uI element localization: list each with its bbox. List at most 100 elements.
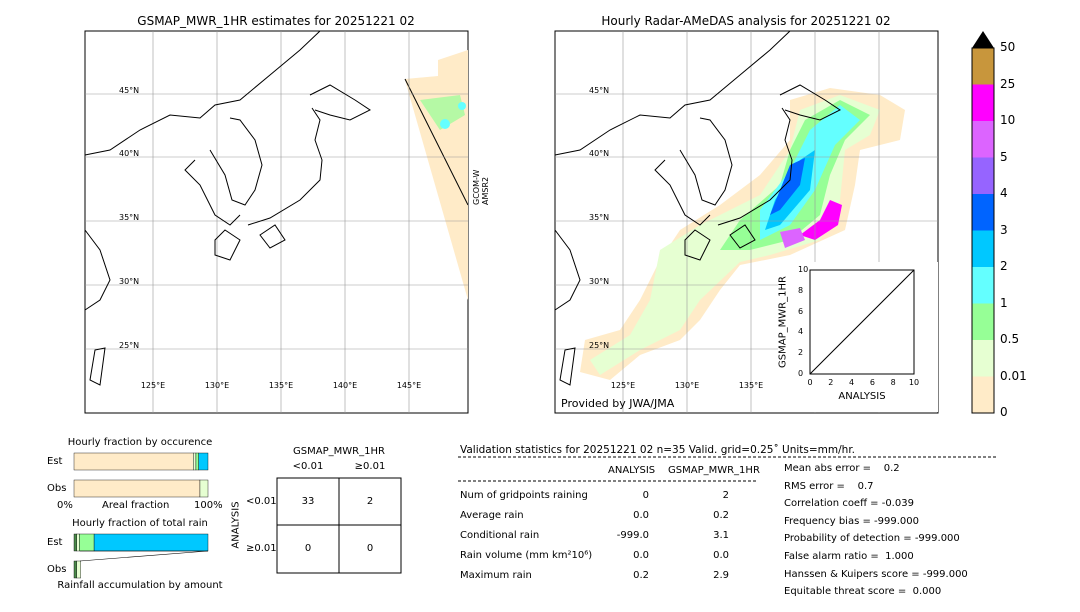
stats-row-gsmap: 0.0 (713, 550, 729, 561)
contingency-row-header: <0.01 (246, 496, 277, 507)
contingency-title: GSMAP_MWR_1HR (293, 446, 385, 457)
lat-label: 45°N (589, 86, 610, 95)
stats-row-label: Average rain (460, 510, 524, 521)
score-line: Mean abs error = 0.2 (784, 463, 900, 474)
colorbar-label: 4 (1000, 186, 1008, 200)
one-to-one-line (809, 269, 915, 375)
colorbar-label: 50 (1000, 40, 1016, 54)
colorbar-label: 0.5 (1000, 332, 1020, 346)
inset-xtick: 6 (869, 378, 875, 387)
colorbar-label: 25 (1000, 76, 1016, 91)
colorbar-label: 3 (1000, 222, 1008, 237)
occurrence-est-label: Est (47, 456, 63, 467)
contingency-col-header: <0.01 (292, 461, 324, 472)
fraction-segment (93, 533, 209, 552)
stats-row-label: Maximum rain (460, 570, 532, 581)
occurrence-xmax: 100% (194, 500, 223, 511)
credit-text: Provided by JWA/JMA (561, 397, 675, 410)
fraction-segment (73, 533, 77, 552)
colorbar (971, 31, 995, 414)
fraction-segment (76, 533, 80, 552)
fraction-bars (73, 452, 209, 579)
total-rain-xlabel: Rainfall accumulation by amount (57, 580, 223, 591)
lon-label: 130°E (204, 381, 230, 390)
score-line: Correlation coeff = -0.039 (784, 498, 914, 510)
colorbar-segment (972, 157, 994, 194)
fraction-segment (195, 452, 199, 471)
score-line: Probability of detection = -999.000 (784, 533, 960, 545)
stats-row-gsmap: 2.9 (713, 570, 729, 581)
colorbar-label: 10 (1000, 113, 1016, 127)
swath-label: GCOM-W AMSR2 (472, 170, 490, 205)
colorbar-segment (972, 84, 994, 121)
occurrence-xlabel: Areal fraction (102, 500, 170, 511)
inset-xtick: 4 (849, 378, 855, 387)
fraction-segment (199, 479, 209, 498)
score-line: False alarm ratio = 1.000 (784, 551, 914, 562)
lon-label: 135°E (738, 381, 764, 390)
stats-col-analysis: ANALYSIS (608, 465, 656, 476)
inset-ytick: 10 (798, 265, 809, 274)
colorbar-segment (972, 194, 994, 231)
colorbar-segment (972, 121, 994, 158)
inset-xtick: 0 (807, 378, 813, 387)
lat-label: 30°N (589, 277, 610, 286)
lat-label: 45°N (119, 86, 140, 95)
occurrence-obs-label: Obs (47, 483, 67, 494)
stats-col-gsmap: GSMAP_MWR_1HR (668, 465, 760, 476)
total-rain-est-label: Est (47, 537, 63, 548)
lon-label: 135°E (268, 381, 294, 390)
stats-row-gsmap: 2 (722, 490, 729, 501)
stats-row-gsmap: 3.1 (713, 530, 729, 541)
contingency-col-header: ≥0.01 (354, 461, 386, 472)
fraction-segment (73, 479, 201, 498)
score-line: Equitable threat score = 0.000 (784, 586, 942, 598)
inset-ylabel: GSMAP_MWR_1HR (777, 276, 789, 368)
coastline (84, 30, 371, 386)
stats-row-label: Rain volume (mm km²10⁶) (460, 550, 593, 561)
colorbar-segment (972, 230, 994, 267)
left-map (84, 30, 469, 414)
swath-edge (404, 78, 469, 206)
connector-line (79, 550, 209, 562)
colorbar-label: 5 (1000, 149, 1008, 164)
inset-ytick: 4 (798, 327, 804, 337)
score-line: Hanssen & Kuipers score = -999.000 (784, 568, 968, 580)
stats-row-label: Num of gridpoints raining (460, 490, 588, 501)
contingency-row-header: ≥0.01 (246, 543, 277, 554)
coastline (554, 30, 841, 386)
inset-xtick: 2 (828, 378, 834, 387)
stats-header: Validation statistics for 20251221 02 n=… (460, 444, 856, 456)
fraction-segment (198, 452, 209, 471)
fraction-segment (193, 452, 197, 471)
lat-label: 30°N (119, 277, 140, 286)
lat-label: 25°N (119, 341, 140, 350)
right-map (554, 30, 939, 414)
inset-ytick: 2 (798, 348, 804, 358)
lat-label: 35°N (589, 213, 610, 222)
occurrence-title: Hourly fraction by occurence (67, 437, 213, 448)
contingency-cell: 0 (304, 543, 312, 554)
inset-xtick: 8 (890, 378, 896, 387)
colorbar-extend-arrow (972, 31, 994, 48)
inset-ytick: 0 (798, 369, 804, 378)
colorbar-segment (972, 376, 994, 413)
inset-ytick: 6 (798, 306, 804, 316)
lon-label: 140°E (332, 381, 358, 390)
occurrence-xmin: 0% (57, 500, 73, 511)
total-rain-title: Hourly fraction of total rain (72, 518, 208, 529)
rain-area-5 (780, 228, 805, 248)
colorbar-label: 1 (1000, 295, 1008, 310)
stats-row-analysis: 0.0 (633, 510, 649, 521)
score-line: Frequency bias = -999.000 (784, 515, 919, 527)
swath-rain-cell (440, 119, 450, 129)
rain-area-10 (800, 200, 842, 240)
colorbar-segment (972, 303, 994, 340)
score-line: RMS error = 0.7 (784, 480, 874, 492)
colorbar-label: 2 (1000, 259, 1008, 273)
lon-label: 130°E (674, 381, 700, 390)
total-rain-obs-label: Obs (47, 564, 67, 575)
lat-label: 35°N (119, 213, 140, 222)
